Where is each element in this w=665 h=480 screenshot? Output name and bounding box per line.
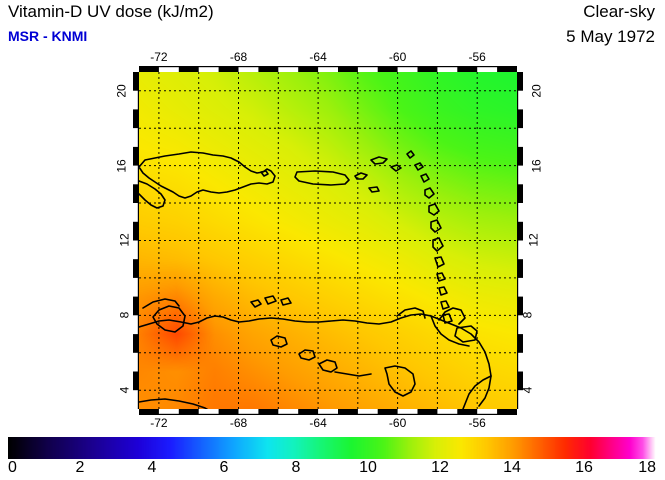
- sky-condition-label: Clear-sky: [583, 2, 655, 21]
- colorbar[interactable]: [8, 437, 656, 459]
- page-title: Vitamin-D UV dose (kJ/m2): [8, 2, 214, 21]
- axis-frame-top: [139, 66, 517, 72]
- colorbar-tick-6: 6: [219, 459, 229, 476]
- xtick-bottom-1: -68: [229, 416, 248, 430]
- xtick-top-4: -56: [468, 50, 486, 64]
- axis-frame-right: [517, 72, 523, 409]
- xtick-top-0: -72: [150, 50, 168, 64]
- ytick-right-1: 16: [529, 158, 544, 173]
- axis-frame-bottom: [139, 409, 517, 415]
- date-label: 5 May 1972: [566, 27, 655, 46]
- colorbar-tick-18: 18: [638, 459, 656, 476]
- ytick-left-1: 16: [114, 158, 129, 173]
- xtick-top-3: -60: [388, 50, 407, 64]
- map-plot-area[interactable]: [139, 72, 517, 409]
- ytick-left-3: 8: [117, 311, 132, 319]
- ytick-right-3: 8: [520, 311, 535, 319]
- colorbar-tick-10: 10: [359, 459, 377, 476]
- ytick-left-4: 4: [117, 386, 132, 394]
- xtick-bottom-3: -60: [388, 416, 407, 430]
- xtick-bottom-0: -72: [150, 416, 168, 430]
- colorbar-gradient: [8, 437, 656, 459]
- ytick-left-2: 12: [117, 233, 132, 248]
- ytick-right-0: 20: [529, 84, 544, 98]
- xtick-bottom-4: -56: [468, 416, 486, 430]
- ytick-right-2: 12: [526, 233, 541, 248]
- xtick-bottom-2: -64: [309, 416, 327, 430]
- colorbar-tick-0: 0: [8, 459, 17, 476]
- colorbar-tick-14: 14: [503, 459, 521, 476]
- xtick-top-1: -68: [229, 50, 248, 64]
- colorbar-tick-2: 2: [75, 459, 85, 476]
- colorbar-tick-16: 16: [575, 459, 593, 476]
- xtick-top-2: -64: [309, 50, 327, 64]
- ytick-left-0: 20: [114, 84, 129, 98]
- colorbar-tick-8: 8: [291, 459, 301, 476]
- axis-frame-left: [133, 72, 139, 409]
- colorbar-tick-labels: 0 2 4 6 8 10 12 14 16 18: [8, 459, 656, 479]
- ytick-right-4: 4: [520, 386, 535, 394]
- coastline-overlay: [139, 150, 492, 409]
- colorbar-tick-12: 12: [431, 459, 449, 476]
- data-source-label: MSR - KNMI: [8, 28, 88, 44]
- colorbar-tick-4: 4: [147, 459, 157, 476]
